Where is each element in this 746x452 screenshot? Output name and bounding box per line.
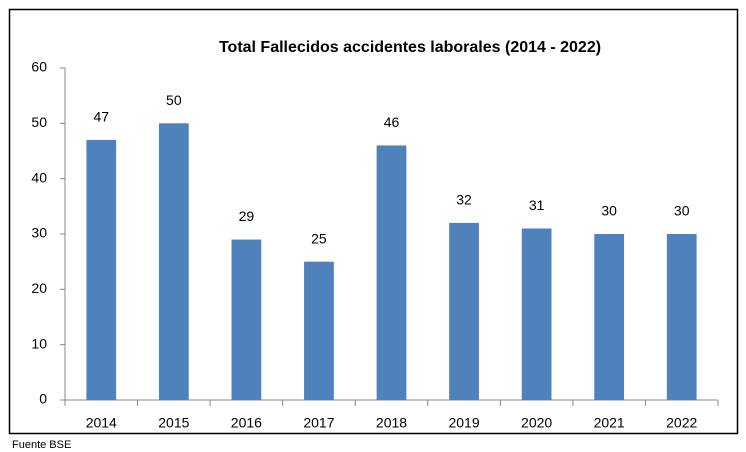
y-tick-label: 40	[31, 169, 47, 185]
x-tick-label: 2022	[666, 415, 697, 431]
y-tick-label: 30	[31, 225, 47, 241]
bar	[231, 239, 262, 400]
bar	[521, 228, 552, 400]
y-tick-label: 60	[31, 59, 47, 75]
x-tick-label: 2018	[376, 415, 407, 431]
y-tick-label: 20	[31, 280, 47, 296]
data-label: 31	[529, 197, 545, 213]
data-label: 47	[93, 109, 109, 125]
x-tick-label: 2019	[448, 415, 479, 431]
y-tick-label: 50	[31, 114, 47, 130]
data-label: 32	[456, 192, 472, 208]
bar	[158, 123, 189, 400]
chart-border	[8, 8, 739, 435]
x-tick-label: 2021	[594, 415, 625, 431]
data-label: 30	[674, 203, 690, 219]
bar	[86, 139, 117, 400]
x-tick-label: 2020	[521, 415, 552, 431]
x-tick-label: 2014	[86, 415, 117, 431]
source-note: Fuente BSE	[12, 439, 71, 451]
x-tick-label: 2015	[158, 415, 189, 431]
chart-title: Total Fallecidos accidentes laborales (2…	[219, 39, 601, 56]
y-tick-label: 0	[39, 391, 47, 407]
x-tick-label: 2016	[231, 415, 262, 431]
data-label: 29	[239, 208, 255, 224]
bar	[376, 145, 407, 400]
bar	[594, 234, 625, 400]
y-tick-label: 10	[31, 335, 47, 351]
data-label: 25	[311, 230, 327, 246]
data-label: 30	[601, 203, 617, 219]
data-label: 46	[384, 114, 400, 130]
bar	[666, 234, 697, 400]
bar	[304, 261, 334, 400]
x-tick-label: 2017	[303, 415, 334, 431]
data-label: 50	[166, 92, 182, 108]
bar	[449, 222, 479, 400]
